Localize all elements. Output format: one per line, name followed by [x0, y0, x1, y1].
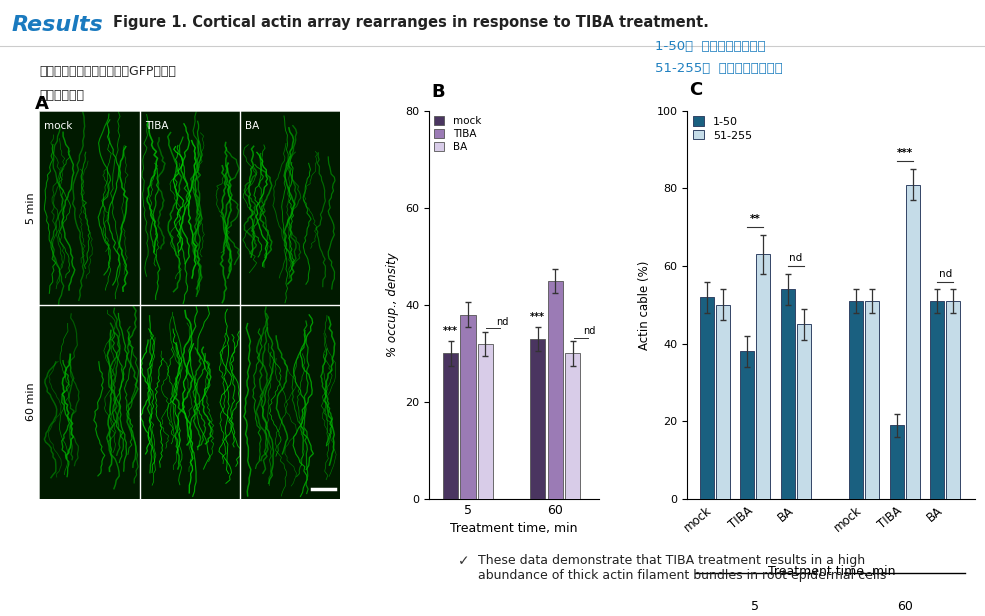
Text: 60 min: 60 min	[27, 383, 36, 421]
Bar	[443, 354, 458, 499]
Bar	[756, 254, 770, 499]
Bar	[865, 301, 879, 499]
Bar	[530, 339, 546, 499]
Text: 51-255：  强标记的微丝蛋白: 51-255： 强标记的微丝蛋白	[655, 62, 783, 75]
Bar	[781, 290, 795, 499]
Bar	[240, 305, 340, 499]
Text: mock: mock	[44, 121, 73, 131]
Bar	[849, 301, 863, 499]
Bar	[39, 305, 140, 499]
X-axis label: Treatment time, min: Treatment time, min	[450, 522, 577, 535]
Bar	[741, 352, 755, 499]
Text: nd: nd	[939, 269, 952, 278]
Text: A: A	[34, 95, 48, 113]
Y-axis label: Actin cable (%): Actin cable (%)	[638, 260, 651, 350]
Text: nd: nd	[495, 317, 508, 326]
Text: 实验材料：使微丝蛋白带有GFP标签的: 实验材料：使微丝蛋白带有GFP标签的	[39, 65, 176, 78]
Text: nd: nd	[583, 326, 596, 336]
Text: ***: ***	[530, 312, 546, 322]
Text: Figure 1. Cortical actin array rearranges in response to TIBA treatment.: Figure 1. Cortical actin array rearrange…	[113, 15, 709, 30]
Bar	[797, 324, 811, 499]
Bar	[39, 111, 140, 305]
Text: ***: ***	[443, 326, 458, 336]
Text: 5 min: 5 min	[27, 192, 36, 224]
Legend: 1-50, 51-255: 1-50, 51-255	[692, 116, 752, 140]
Legend: mock, TIBA, BA: mock, TIBA, BA	[434, 116, 481, 152]
Text: nd: nd	[789, 253, 803, 263]
Text: These data demonstrate that TIBA treatment results in a high
abundance of thick : These data demonstrate that TIBA treatme…	[478, 554, 886, 582]
Bar	[889, 425, 904, 499]
X-axis label: Treatment time, min: Treatment time, min	[767, 565, 895, 578]
Bar	[905, 185, 920, 499]
Text: TIBA: TIBA	[145, 121, 168, 131]
Bar	[699, 297, 714, 499]
Text: Results: Results	[12, 15, 103, 35]
Text: 拟南芥幼苗。: 拟南芥幼苗。	[39, 89, 85, 102]
Text: 60: 60	[896, 600, 913, 613]
Bar	[548, 281, 562, 499]
Bar	[240, 111, 340, 305]
Text: 5: 5	[752, 600, 759, 613]
Bar	[140, 111, 240, 305]
Text: 1-50：  弱标记的微丝蛋白: 1-50： 弱标记的微丝蛋白	[655, 40, 765, 53]
Bar	[140, 305, 240, 499]
Bar	[947, 301, 960, 499]
Bar	[565, 354, 580, 499]
Bar	[460, 315, 476, 499]
Y-axis label: % occup., density: % occup., density	[386, 253, 399, 357]
Bar	[716, 305, 730, 499]
Text: **: **	[750, 214, 760, 224]
Text: BA: BA	[245, 121, 259, 131]
Bar	[478, 344, 493, 499]
Text: B: B	[431, 83, 445, 101]
Text: ✓: ✓	[458, 554, 470, 569]
Bar	[931, 301, 945, 499]
Text: ***: ***	[896, 148, 913, 158]
Text: C: C	[689, 81, 702, 99]
